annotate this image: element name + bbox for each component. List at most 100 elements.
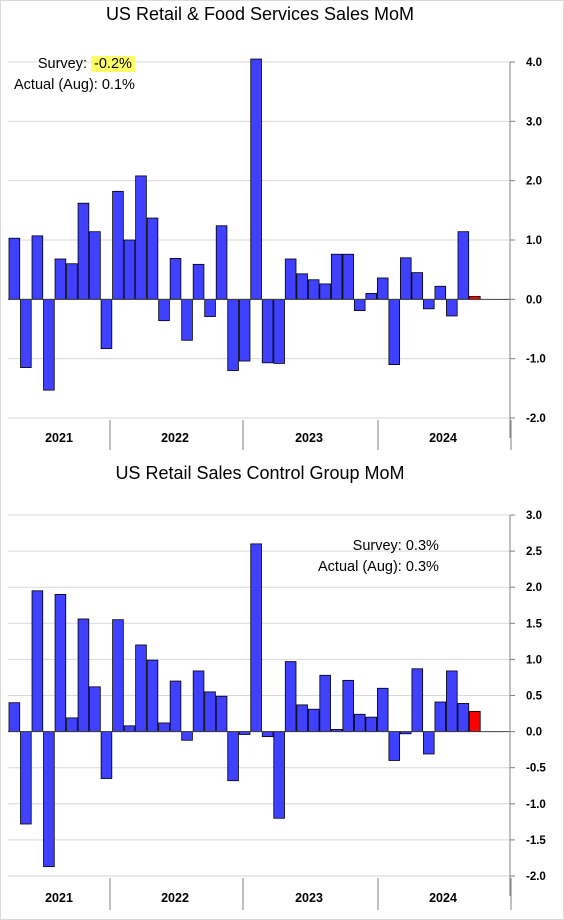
bar xyxy=(434,285,447,300)
y-tick-label: 1.0 xyxy=(526,654,542,666)
y-tick-label: -1.5 xyxy=(526,835,546,847)
bar xyxy=(181,298,193,341)
y-tick-label: 4.0 xyxy=(526,57,542,69)
bar xyxy=(353,298,366,312)
bar xyxy=(376,687,389,732)
bar xyxy=(204,691,216,732)
bar xyxy=(192,263,205,300)
bar xyxy=(376,277,389,300)
bar xyxy=(284,258,297,300)
bar xyxy=(388,298,401,366)
x-year-label: 2021 xyxy=(45,431,73,445)
x-year-label: 2023 xyxy=(295,431,323,445)
x-year-label: 2022 xyxy=(161,891,189,905)
actual-label: Actual (Aug): xyxy=(318,559,402,575)
bar xyxy=(20,298,32,368)
bar xyxy=(446,670,458,732)
bar xyxy=(146,659,159,732)
bar xyxy=(112,190,124,300)
survey-label: Survey: xyxy=(37,56,87,72)
x-year-label: 2024 xyxy=(429,431,457,445)
x-year-label: 2022 xyxy=(161,431,189,445)
y-tick-label: 1.5 xyxy=(526,618,543,630)
bar xyxy=(8,702,21,733)
stats-box-control-group: Survey: 0.3% Actual (Aug): 0.3% xyxy=(318,536,439,578)
bar xyxy=(77,618,90,733)
bar xyxy=(388,731,401,761)
chart-title-control-group: US Retail Sales Control Group MoM xyxy=(115,463,405,483)
bar xyxy=(31,235,44,300)
bar xyxy=(43,298,55,391)
actual-value: 0.3% xyxy=(405,559,439,575)
axes: 4.0 3.0 2.0 1.0 0.0 -1.0 -2.0 2021 2022 2023 2024 xyxy=(8,57,546,450)
bar xyxy=(100,731,113,779)
bar xyxy=(342,679,354,732)
bar xyxy=(204,298,216,317)
bar xyxy=(181,731,193,741)
bar xyxy=(319,674,331,732)
x-year-label: 2024 xyxy=(429,891,457,905)
y-tick-label: 2.0 xyxy=(526,582,542,594)
bar xyxy=(319,283,331,300)
bar xyxy=(227,298,239,371)
bar xyxy=(307,708,320,733)
bar xyxy=(89,231,101,300)
bars xyxy=(8,543,481,868)
y-tick-label: 2.0 xyxy=(526,176,542,188)
bar xyxy=(423,298,435,310)
bar xyxy=(423,731,435,755)
bar xyxy=(273,298,285,364)
chart-title-retail-sales: US Retail & Food Services Sales MoM xyxy=(105,4,415,24)
actual-label: Actual (Aug): xyxy=(14,77,98,93)
bar xyxy=(238,298,251,362)
bar xyxy=(31,590,44,732)
control-group-mom-chart: 3.0 2.5 2.0 1.5 1.0 0.5 0.0 -0.5 -1.0 -1.5 -2.0 202… xyxy=(8,510,546,910)
bar xyxy=(457,231,470,300)
bar xyxy=(250,58,262,300)
bar xyxy=(43,731,55,868)
y-tick-label: 3.0 xyxy=(526,116,542,128)
y-tick-label: 0.0 xyxy=(526,294,542,306)
bar xyxy=(169,680,182,732)
bar xyxy=(273,731,285,819)
y-tick-label: -1.0 xyxy=(526,354,546,366)
actual-value: 0.1% xyxy=(101,77,135,93)
bar xyxy=(158,298,170,322)
bar xyxy=(8,237,21,300)
bar xyxy=(446,298,458,317)
bar xyxy=(457,703,470,733)
bar xyxy=(284,661,297,732)
stats-box-retail-sales: Survey: -0.2% Actual (Aug): 0.1% xyxy=(14,54,135,96)
bar xyxy=(365,292,377,300)
y-tick-label: -2.0 xyxy=(526,871,546,883)
bars xyxy=(8,58,481,391)
survey-value: 0.3% xyxy=(405,538,439,554)
bar xyxy=(330,253,343,300)
bar xyxy=(227,731,239,782)
bar xyxy=(261,298,274,364)
bar xyxy=(135,644,147,733)
bar xyxy=(66,263,78,300)
bar xyxy=(146,217,159,300)
bar xyxy=(353,713,366,733)
y-tick-label: 0.0 xyxy=(526,727,542,739)
bar xyxy=(215,695,228,732)
bar xyxy=(250,543,262,733)
bar xyxy=(77,202,90,300)
y-tick-label: -2.0 xyxy=(526,413,546,425)
bar xyxy=(411,668,424,732)
y-tick-label: 1.0 xyxy=(526,235,542,247)
bar xyxy=(123,725,136,733)
axes: 3.0 2.5 2.0 1.5 1.0 0.5 0.0 -0.5 -1.0 -1.5 -2.0 202… xyxy=(8,510,546,910)
bar xyxy=(296,704,308,733)
bar xyxy=(296,273,308,300)
y-tick-label: -0.5 xyxy=(526,763,546,775)
bar xyxy=(411,272,424,300)
x-year-label: 2021 xyxy=(45,891,73,905)
bar xyxy=(20,731,32,825)
bar xyxy=(54,594,67,732)
bar xyxy=(342,253,354,300)
retail-sales-mom-chart: 4.0 3.0 2.0 1.0 0.0 -1.0 -2.0 2021 2022 2023 2024 xyxy=(8,57,546,450)
bar xyxy=(169,257,182,300)
bar xyxy=(100,298,113,349)
